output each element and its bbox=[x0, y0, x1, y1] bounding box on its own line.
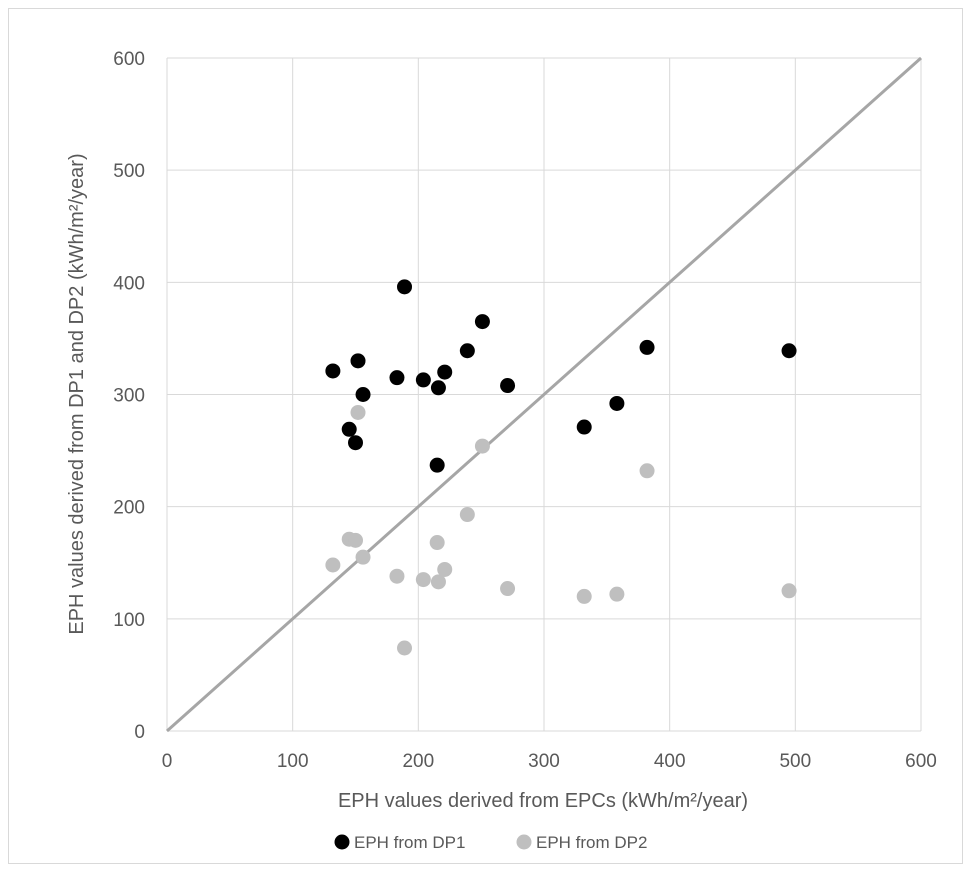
data-point bbox=[429, 535, 445, 551]
data-point bbox=[474, 314, 490, 330]
data-point bbox=[415, 372, 431, 388]
data-point bbox=[459, 507, 475, 523]
y-axis-title: EPH values derived from DP1 and DP2 (kWh… bbox=[66, 153, 88, 634]
x-tick-label: 300 bbox=[528, 751, 560, 772]
data-point bbox=[429, 457, 445, 473]
data-point bbox=[348, 532, 363, 548]
legend-label: EPH from DP2 bbox=[536, 833, 647, 852]
data-point bbox=[350, 404, 366, 420]
data-point bbox=[430, 380, 446, 396]
data-point bbox=[355, 549, 371, 565]
data-point bbox=[348, 435, 363, 451]
legend-marker bbox=[334, 834, 350, 850]
data-point bbox=[350, 353, 366, 369]
data-point bbox=[576, 419, 592, 435]
data-point bbox=[430, 574, 446, 590]
y-tick-label: 600 bbox=[113, 49, 145, 70]
data-point bbox=[389, 370, 405, 386]
x-axis-ticks: 0 100 200 300 400 500 600 bbox=[162, 751, 937, 772]
data-point bbox=[609, 395, 625, 411]
y-tick-label: 500 bbox=[113, 161, 145, 182]
data-point bbox=[639, 339, 655, 355]
y-tick-label: 400 bbox=[113, 273, 145, 294]
reference-line-group bbox=[166, 56, 922, 733]
data-points bbox=[325, 279, 797, 656]
y-tick-label: 0 bbox=[134, 722, 145, 743]
legend-label: EPH from DP1 bbox=[354, 833, 465, 852]
data-point bbox=[576, 588, 592, 604]
data-point bbox=[500, 581, 516, 597]
x-tick-label: 0 bbox=[162, 751, 173, 772]
x-tick-label: 600 bbox=[905, 751, 937, 772]
data-point bbox=[325, 557, 341, 573]
x-tick-label: 100 bbox=[277, 751, 309, 772]
data-point bbox=[500, 378, 516, 394]
data-point bbox=[415, 572, 431, 588]
data-point bbox=[355, 387, 371, 402]
data-point bbox=[397, 640, 413, 656]
x-axis-title: EPH values derived from EPCs (kWh/m²/yea… bbox=[338, 790, 748, 812]
x-tick-label: 400 bbox=[654, 751, 686, 772]
data-point bbox=[325, 363, 341, 379]
data-point bbox=[341, 421, 357, 437]
y-tick-label: 200 bbox=[113, 498, 145, 519]
data-point bbox=[639, 463, 655, 479]
data-point bbox=[437, 364, 453, 380]
data-point bbox=[389, 568, 405, 584]
data-point bbox=[781, 583, 797, 599]
y-axis-ticks: 0 100 200 300 400 500 600 bbox=[113, 49, 145, 743]
data-point bbox=[474, 438, 490, 454]
data-point bbox=[397, 279, 413, 295]
data-point bbox=[459, 343, 475, 359]
series-eph-from-dp1 bbox=[325, 279, 797, 473]
series-eph-from-dp2 bbox=[325, 404, 797, 656]
data-point bbox=[437, 561, 453, 577]
legend-marker bbox=[516, 834, 532, 850]
data-point bbox=[781, 343, 797, 359]
x-tick-label: 200 bbox=[402, 751, 434, 772]
data-point bbox=[609, 586, 625, 602]
y-tick-label: 100 bbox=[113, 610, 145, 631]
legend: EPH from DP1 EPH from DP2 bbox=[334, 833, 647, 852]
reference-line bbox=[166, 56, 922, 733]
x-tick-label: 500 bbox=[779, 751, 811, 772]
y-tick-label: 300 bbox=[113, 386, 145, 407]
